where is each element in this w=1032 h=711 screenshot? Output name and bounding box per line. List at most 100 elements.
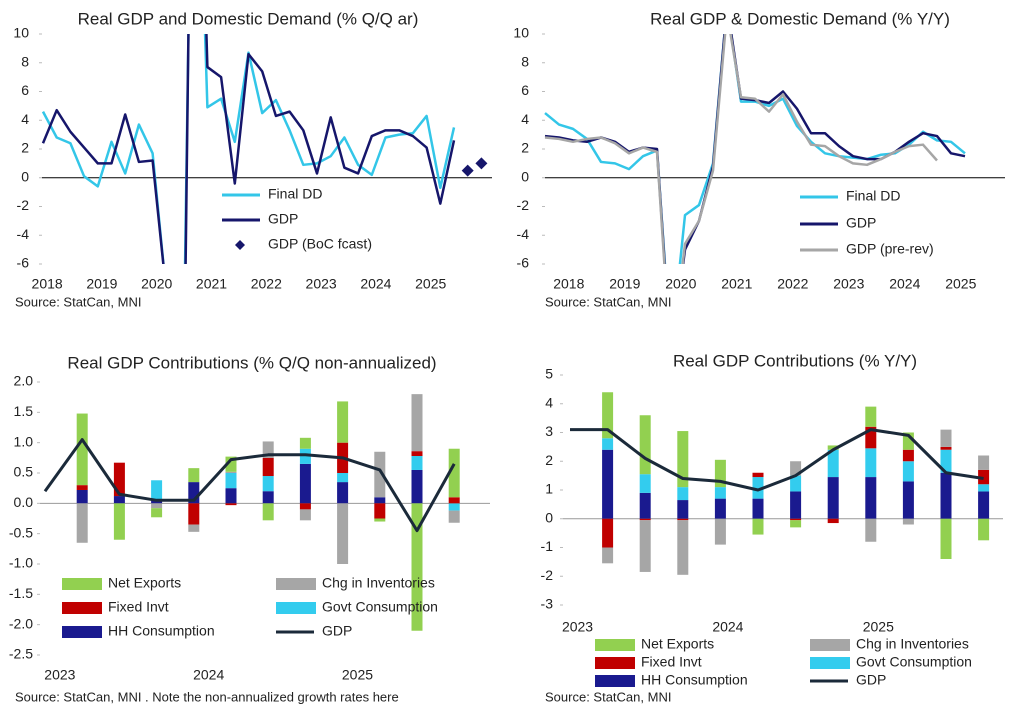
bar-segment <box>978 518 990 541</box>
bar-segment <box>262 476 274 492</box>
bar-segment <box>151 480 163 501</box>
bar-segment <box>262 441 274 458</box>
bar-segment <box>677 500 689 519</box>
bar-segment <box>978 491 990 519</box>
legend-swatch <box>235 240 245 250</box>
legend-label: Fixed Invt <box>108 599 169 615</box>
series-line <box>570 428 984 492</box>
bar-segment <box>790 461 802 476</box>
bar-segment <box>865 518 877 542</box>
y-tick-label: -2 <box>17 197 30 213</box>
series-line <box>43 438 456 533</box>
x-tick-label: 2025 <box>945 276 976 292</box>
bar-segment <box>714 498 726 519</box>
bar-segment <box>374 451 386 498</box>
x-tick-label: 2023 <box>44 667 75 683</box>
legend-label: HH Consumption <box>108 623 215 639</box>
legend-swatch <box>62 626 102 638</box>
legend-swatch <box>595 639 635 651</box>
bar-segment <box>790 518 802 521</box>
y-tick-label: 6 <box>21 82 29 98</box>
y-tick-label: -4 <box>17 226 30 242</box>
y-tick-label: 2 <box>521 140 529 156</box>
legend-swatch <box>810 657 850 669</box>
legend-swatch <box>595 657 635 669</box>
y-tick-label: -6 <box>17 255 30 271</box>
bar-segment <box>677 431 689 488</box>
y-tick-label: 4 <box>21 111 29 127</box>
x-tick-label: 2018 <box>32 276 63 292</box>
y-tick-label: -1.5 <box>9 585 33 601</box>
chart-title: Real GDP Contributions (% Y/Y) <box>673 351 917 370</box>
legend-swatch <box>62 578 102 590</box>
x-tick-label: 2024 <box>889 276 920 292</box>
y-tick-label: -2.5 <box>9 646 33 662</box>
bar-segment <box>262 491 274 504</box>
bar-segment <box>225 488 237 504</box>
legend-label: Net Exports <box>641 636 714 652</box>
legend-label: GDP <box>322 623 352 639</box>
legend-label: Chg in Inventories <box>856 636 969 652</box>
y-tick-label: -2.0 <box>9 615 33 631</box>
legend-label: GDP <box>268 211 298 227</box>
bar-segment <box>188 482 200 504</box>
bar-segment <box>299 437 311 449</box>
y-tick-label: -2 <box>517 197 530 213</box>
x-tick-label: 2024 <box>193 667 224 683</box>
bar-segment <box>448 497 460 504</box>
bar-segment <box>677 520 689 575</box>
x-tick-label: 2019 <box>609 276 640 292</box>
legend-label: GDP (pre-rev) <box>846 241 934 257</box>
legend-label: Govt Consumption <box>856 654 972 670</box>
bar-segment <box>188 468 200 483</box>
bar-segment <box>714 459 726 488</box>
y-tick-label: 8 <box>521 53 529 69</box>
bar-segment <box>790 491 802 519</box>
x-tick-label: 2025 <box>342 667 373 683</box>
bar-segment <box>902 449 914 462</box>
chart-title: Real GDP Contributions (% Q/Q non-annual… <box>67 353 436 372</box>
plot-area <box>43 394 460 631</box>
bar-segment <box>827 477 839 519</box>
x-tick-label: 2021 <box>196 276 227 292</box>
bar-segment <box>865 477 877 519</box>
x-tick-label: 2019 <box>86 276 117 292</box>
series-line <box>41 34 456 264</box>
bar-segment <box>790 520 802 528</box>
bar-segment <box>752 518 764 535</box>
bar-segment <box>940 446 952 450</box>
y-tick-label: 4 <box>521 111 529 127</box>
bar-segment <box>677 487 689 501</box>
bar-segment <box>940 518 952 559</box>
bar-segment <box>337 503 349 564</box>
bar-segment <box>411 451 423 457</box>
bar-segment <box>602 449 614 519</box>
bar-segment <box>262 457 274 477</box>
bar-segment <box>151 508 163 518</box>
bar-segment <box>639 520 651 572</box>
bar-segment <box>262 503 274 521</box>
bar-segment <box>299 509 311 521</box>
bar-segment <box>299 448 311 464</box>
chart-panel: Real GDP and Domestic Demand (% Q/Q ar) S… <box>13 9 492 309</box>
bar-segment <box>225 473 237 489</box>
bar-segment <box>865 448 877 478</box>
bar-segment <box>76 489 88 504</box>
bar-segment <box>151 503 163 509</box>
bar-segment <box>639 492 651 519</box>
bar-segment <box>225 456 237 472</box>
y-tick-label: 0.5 <box>14 464 34 480</box>
bar-segment <box>602 518 614 548</box>
chart-panel: Real GDP & Domestic Demand (% Y/Y) Source… <box>513 9 1005 309</box>
legend-label: Final DD <box>846 188 900 204</box>
bar-segment <box>76 413 88 486</box>
bar-segment <box>602 438 614 450</box>
source-note: Source: StatCan, MNI <box>15 294 141 309</box>
x-tick-label: 2021 <box>721 276 752 292</box>
legend-swatch <box>276 578 316 590</box>
chart-panel: Real GDP Contributions (% Y/Y) Source: St… <box>541 351 1003 704</box>
bar-segment <box>411 394 423 452</box>
bar-segment <box>639 518 651 521</box>
